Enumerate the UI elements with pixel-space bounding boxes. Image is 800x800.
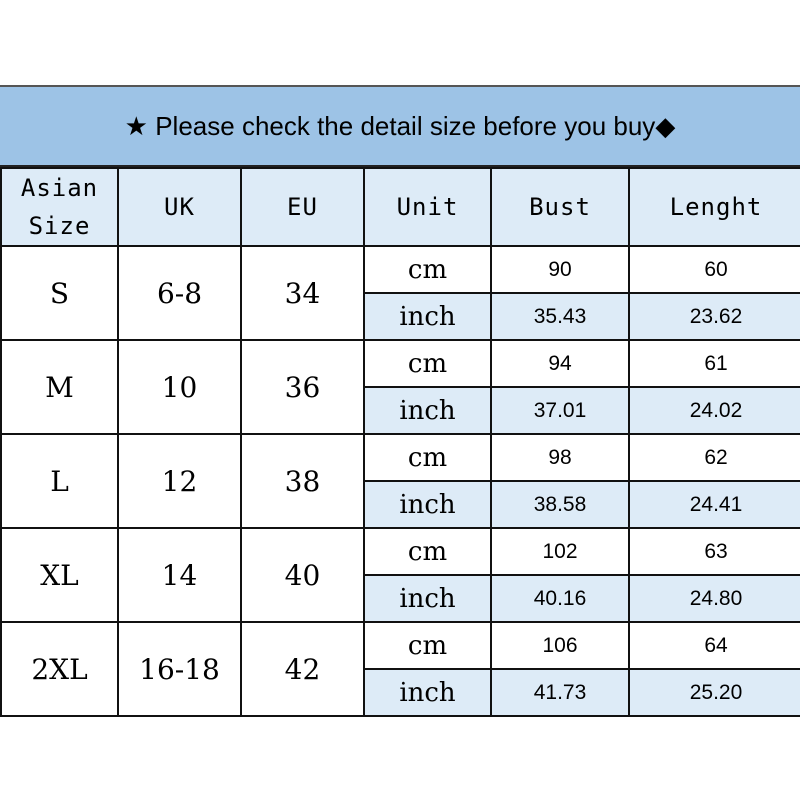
table-row-inch: inch 38.58 24.41	[1, 480, 800, 529]
bust-cell: 40.16	[490, 574, 630, 623]
uk-size-cell: 14	[117, 527, 242, 623]
eu-size-cell: 42	[240, 621, 365, 717]
eu-size-cell: 38	[240, 433, 365, 529]
length-cell: 64	[628, 621, 800, 670]
table-row-cm: L 12 38 cm 98 62	[0, 433, 800, 529]
uk-size-cell: 16-18	[117, 621, 242, 717]
unit-cell: inch	[363, 386, 492, 435]
unit-cell: inch	[363, 668, 492, 717]
bust-cell: 98	[490, 433, 630, 482]
bust-cell: 106	[490, 621, 630, 670]
star-icon: ★	[124, 110, 148, 141]
diamond-icon: ◆	[655, 110, 676, 141]
unit-cell: inch	[363, 292, 492, 341]
asian-size-cell: 2XL	[0, 621, 119, 717]
length-cell: 25.20	[628, 668, 800, 717]
unit-cell: cm	[363, 339, 492, 388]
bust-cell: 41.73	[490, 668, 630, 717]
bust-cell: 94	[490, 339, 630, 388]
unit-cell: cm	[363, 621, 492, 670]
unit-cell: cm	[363, 433, 492, 482]
table-row-inch: inch 40.16 24.80	[1, 574, 800, 623]
header-unit: Unit	[363, 167, 492, 247]
header-uk: UK	[117, 167, 242, 247]
length-cell: 61	[628, 339, 800, 388]
uk-size-cell: 6-8	[117, 245, 242, 341]
table-row-inch: inch 37.01 24.02	[1, 386, 800, 435]
length-cell: 24.02	[628, 386, 800, 435]
bust-cell: 102	[490, 527, 630, 576]
eu-size-cell: 36	[240, 339, 365, 435]
banner-text: Please check the detail size before you …	[155, 110, 656, 141]
header-asian-size: Asian Size	[0, 167, 119, 247]
table-row-inch: inch 41.73 25.20	[1, 668, 800, 717]
unit-cell: inch	[363, 480, 492, 529]
length-cell: 60	[628, 245, 800, 294]
header-eu: EU	[240, 167, 365, 247]
bust-cell: 38.58	[490, 480, 630, 529]
header-length: Lenght	[628, 167, 800, 247]
unit-cell: cm	[363, 527, 492, 576]
asian-size-cell: M	[0, 339, 119, 435]
length-cell: 63	[628, 527, 800, 576]
header-row: Asian Size UK EU Unit Bust Lenght	[0, 167, 800, 247]
bust-cell: 37.01	[490, 386, 630, 435]
length-cell: 23.62	[628, 292, 800, 341]
asian-size-cell: L	[0, 433, 119, 529]
eu-size-cell: 34	[240, 245, 365, 341]
length-cell: 62	[628, 433, 800, 482]
uk-size-cell: 10	[117, 339, 242, 435]
length-cell: 24.80	[628, 574, 800, 623]
unit-cell: inch	[363, 574, 492, 623]
bust-cell: 90	[490, 245, 630, 294]
uk-size-cell: 12	[117, 433, 242, 529]
table-row-inch: inch 35.43 23.62	[1, 292, 800, 341]
table-row-cm: 2XL 16-18 42 cm 106 64	[0, 621, 800, 717]
eu-size-cell: 40	[240, 527, 365, 623]
table-row-cm: XL 14 40 cm 102 63	[0, 527, 800, 623]
size-notice-banner: ★ Please check the detail size before yo…	[0, 85, 800, 167]
header-bust: Bust	[490, 167, 630, 247]
unit-cell: cm	[363, 245, 492, 294]
size-chart-table: Asian Size UK EU Unit Bust Lenght S 6-8 …	[0, 167, 800, 717]
asian-size-cell: XL	[0, 527, 119, 623]
asian-size-cell: S	[0, 245, 119, 341]
table-row-cm: S 6-8 34 cm 90 60	[0, 245, 800, 341]
table-row-cm: M 10 36 cm 94 61	[0, 339, 800, 435]
length-cell: 24.41	[628, 480, 800, 529]
bust-cell: 35.43	[490, 292, 630, 341]
